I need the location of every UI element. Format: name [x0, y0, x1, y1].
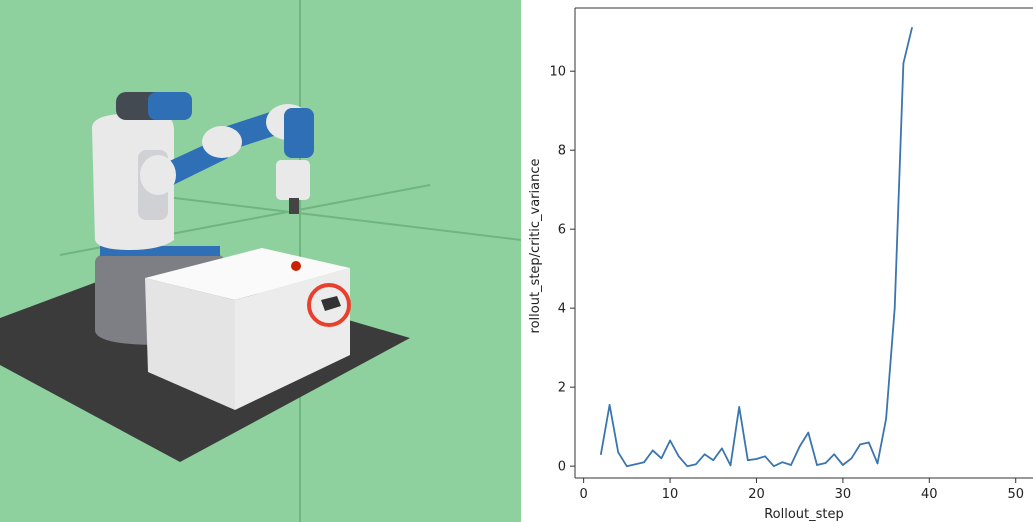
y-tick-label: 10 [549, 65, 566, 80]
x-tick-label: 30 [835, 487, 852, 502]
robot-gripper-finger [289, 198, 299, 214]
data-point [695, 463, 697, 465]
x-tick-label: 0 [580, 487, 588, 502]
robot-simulation-view [0, 0, 521, 522]
data-point [686, 465, 689, 467]
data-point [755, 458, 758, 460]
x-tick-label: 20 [748, 487, 765, 502]
data-point [893, 307, 896, 309]
critic-variance-chart: 0 10 20 30 40 50 0 2 4 6 8 10 Rollout_step rollout… [521, 0, 1033, 522]
data-point [850, 457, 853, 460]
block-object [321, 296, 341, 311]
chart-background [521, 0, 1033, 522]
data-point [729, 464, 732, 467]
data-point [868, 441, 870, 444]
data-point [738, 406, 740, 408]
y-tick-label: 8 [558, 144, 566, 159]
data-point [781, 461, 784, 464]
data-point [634, 463, 637, 465]
plot-frame [574, 7, 1033, 479]
data-point [747, 459, 749, 462]
data-point [764, 455, 766, 458]
data-point [608, 404, 611, 406]
data-point [703, 453, 706, 456]
data-point [911, 26, 913, 29]
y-tick-label: 6 [558, 223, 566, 238]
robot-shoulder [140, 155, 176, 195]
highlight-circle [307, 283, 351, 327]
data-point [772, 465, 775, 467]
y-tick-label: 0 [558, 460, 566, 475]
data-points [600, 26, 913, 467]
data-point [859, 443, 861, 446]
data-point [712, 459, 715, 462]
data-point [807, 431, 810, 434]
robot-head-accent [148, 92, 192, 120]
robot-elbow [202, 126, 242, 158]
data-point [626, 465, 628, 467]
robot-gripper [276, 160, 310, 200]
table-side [235, 268, 350, 410]
y-tick-label: 4 [558, 302, 566, 317]
target-ball [291, 261, 301, 271]
data-point [790, 464, 792, 466]
x-tick-label: 40 [921, 487, 938, 502]
data-point [885, 417, 887, 420]
data-point [669, 439, 671, 442]
data-point [842, 464, 844, 466]
table-top [145, 248, 350, 300]
data-point [833, 453, 836, 456]
data-point [876, 462, 879, 465]
data-point [824, 462, 827, 464]
data-point [600, 453, 602, 456]
x-axis-label: Rollout_step [764, 507, 844, 522]
x-tick-label: 50 [1007, 487, 1024, 502]
data-point [651, 449, 654, 452]
table-front [145, 278, 235, 410]
data-point [677, 455, 680, 458]
data-point [798, 445, 801, 448]
x-axis-ticks: 0 10 20 30 40 50 [580, 478, 1024, 502]
grid-line [149, 194, 521, 241]
x-tick-label: 10 [662, 487, 679, 502]
data-point [902, 62, 905, 65]
robot-wrist-joint [284, 108, 314, 158]
y-axis-label: rollout_step/critic_variance [528, 159, 543, 334]
data-point [617, 451, 620, 454]
data-point [660, 457, 663, 460]
data-point [643, 461, 645, 464]
y-axis-ticks: 0 2 4 6 8 10 [549, 65, 575, 475]
data-point [721, 447, 723, 450]
data-point [816, 464, 818, 466]
y-tick-label: 2 [558, 381, 566, 396]
robot-base-band [100, 246, 220, 256]
